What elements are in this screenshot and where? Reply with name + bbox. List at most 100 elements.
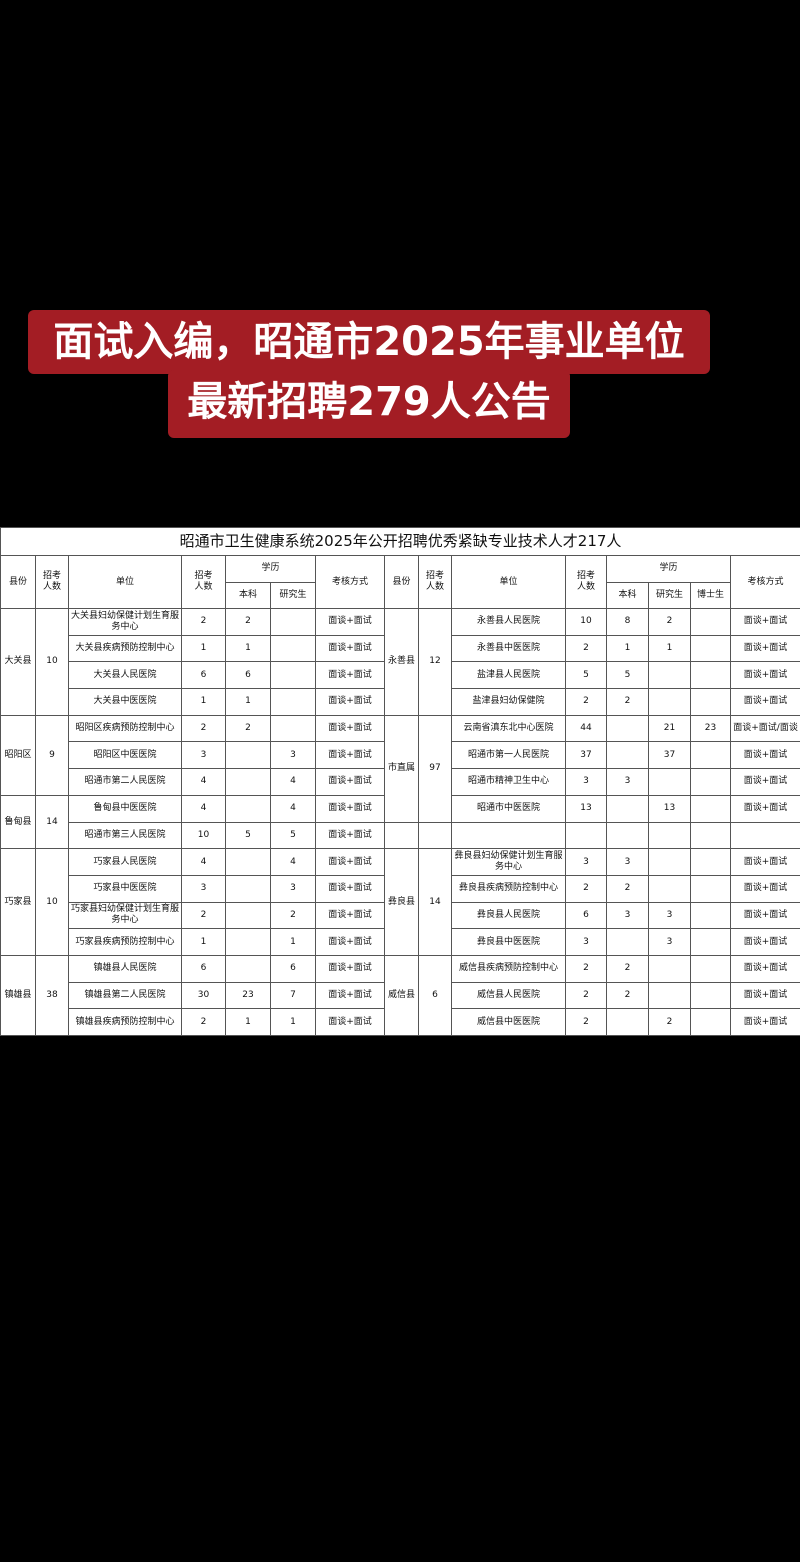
cell: 3 [606,848,649,876]
cell: 23 [690,714,731,743]
cell [690,928,731,956]
cell [225,928,271,956]
cell: 面谈+面试 [729,688,800,716]
cell: 镇雄县疾病预防控制中心 [68,1008,182,1036]
cell: 大关县疾病预防控制中心 [68,634,182,663]
table-row: 大关县 10 大关县妇幼保健计划生育服务中心 2 2 面谈+面试 永善县 12 永善县人民医院 1… [0,608,800,716]
header: 学历 [606,555,731,583]
cell: 面谈+面试 [729,634,800,663]
cell: 3 [565,848,607,876]
header: 单位 [451,555,566,609]
cell [690,768,731,796]
cell [690,821,731,850]
cell [648,848,691,876]
county: 鲁甸县 [0,794,36,850]
cell [606,794,649,823]
cell: 昭通市精神卫生中心 [451,768,566,796]
cell: 大关县人民医院 [68,661,182,690]
cell: 面谈+面试 [729,608,800,636]
cell: 1 [225,688,271,716]
county: 大关县 [0,608,36,716]
cell: 彝良县妇幼保健计划生育服务中心 [451,848,566,876]
cell [451,821,566,850]
cell: 镇雄县人民医院 [68,954,182,983]
cell [225,901,271,930]
cell: 6 [181,661,226,690]
cell: 面谈+面试 [729,1008,800,1036]
table-row: 本科 研究生 本科 研究生 博士生 [1,581,800,609]
cell: 面谈+面试 [729,954,800,983]
banner-line: 最新招聘279人公告 [168,370,570,438]
cell: 面谈+面试 [729,794,800,823]
header: 县份 [384,555,419,609]
cell: 2 [181,1008,226,1036]
table-row: 镇雄县疾病预防控制中心 2 1 1 面谈+面试 威信县中医医院 2 2 面谈+面试 [1,1008,800,1036]
cell [225,848,271,876]
banner-line: 面试入编，昭通市2025年事业单位 [28,310,710,374]
cell: 盐津县妇幼保健院 [451,688,566,716]
cell: 面谈+面试 [729,874,800,903]
cell: 巧家县中医医院 [68,874,182,903]
cell: 37 [648,741,691,770]
count: 12 [418,608,452,716]
table-row: 巧家县妇幼保健计划生育服务中心 2 2 面谈+面试 彝良县人民医院 6 3 3 面谈+面试 [1,901,800,930]
cell [690,688,731,716]
cell: 面谈+面试 [315,821,385,850]
header: 招考 人数 [35,555,69,609]
cell: 2 [648,1008,691,1036]
county: 镇雄县 [0,954,36,1037]
cell: 昭阳区中医医院 [68,741,182,770]
cell: 面谈+面试 [729,741,800,770]
cell: 昭阳区疾病预防控制中心 [68,714,182,743]
cell: 2 [565,874,607,903]
cell [648,954,691,983]
cell [270,608,316,636]
cell: 2 [565,1008,607,1036]
cell [606,1008,649,1036]
cell [606,928,649,956]
cell: 2 [181,901,226,930]
cell [690,901,731,930]
cell [270,714,316,743]
cell: 巧家县疾病预防控制中心 [68,928,182,956]
cell: 2 [270,901,316,930]
cell: 13 [565,794,607,823]
cell: 面谈+面试 [315,634,385,663]
cell [225,794,271,823]
count: 10 [35,848,69,956]
cell: 2 [606,981,649,1010]
cell [225,768,271,796]
cell: 面谈+面试 [315,768,385,796]
cell [690,848,731,876]
cell: 昭通市第三人民医院 [68,821,182,850]
cell: 3 [606,901,649,930]
cell: 4 [181,794,226,823]
cell: 3 [648,928,691,956]
cell: 2 [565,688,607,716]
cell [648,874,691,903]
cell: 6 [565,901,607,930]
cell: 面谈+面试 [729,901,800,930]
cell: 威信县人民医院 [451,981,566,1010]
cell [648,981,691,1010]
cell: 2 [565,634,607,663]
cell: 4 [270,848,316,876]
cell [648,821,691,850]
table-row: 巧家县疾病预防控制中心 1 1 面谈+面试 彝良县中医医院 3 3 面谈+面试 [1,928,800,956]
cell: 8 [606,608,649,636]
cell [648,768,691,796]
cell: 6 [225,661,271,690]
cell: 永善县人民医院 [451,608,566,636]
table-row: 镇雄县 38 镇雄县人民医院 6 6 面谈+面试 威信县 6 威信县疾病预防控制中心 2 2 面谈+面… [0,954,800,1037]
cell: 巧家县妇幼保健计划生育服务中心 [68,901,182,930]
cell: 3 [565,928,607,956]
table-row: 昭阳区中医医院 3 3 面谈+面试 昭通市第一人民医院 37 37 面谈+面试 [1,741,800,770]
table-row: 昭通市第三人民医院 10 5 5 面谈+面试 [1,821,800,850]
count: 10 [35,608,69,716]
table-row: 大关县中医医院 1 1 面谈+面试 盐津县妇幼保健院 2 2 面谈+面试 [1,688,800,716]
cell: 3 [181,874,226,903]
cell: 2 [225,608,271,636]
table-row: 大关县人民医院 6 6 面谈+面试 盐津县人民医院 5 5 面谈+面试 [1,661,800,690]
cell: 彝良县人民医院 [451,901,566,930]
